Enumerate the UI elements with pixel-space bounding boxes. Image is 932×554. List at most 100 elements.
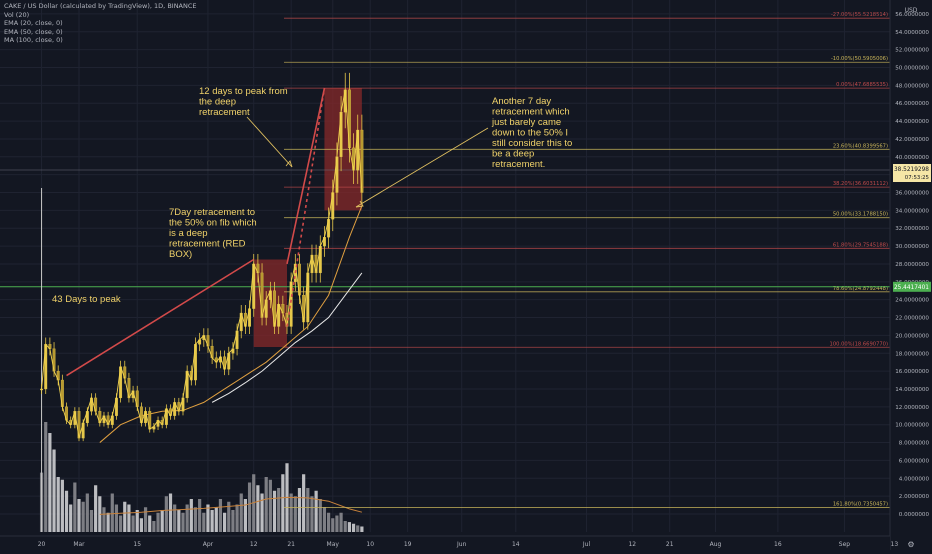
volume-bar xyxy=(164,496,168,532)
trendline xyxy=(66,258,255,377)
annotation-another-7day: still consider this to xyxy=(492,138,572,149)
volume-bar xyxy=(94,485,98,532)
volume-bar xyxy=(218,499,223,532)
volume-bar xyxy=(160,510,164,532)
volume-bar xyxy=(343,521,347,532)
annotation-arrow-7day xyxy=(355,127,489,208)
candle-body xyxy=(40,388,44,391)
volume-bar xyxy=(360,526,364,532)
volume-bar xyxy=(210,510,214,532)
volume-bar xyxy=(168,493,173,532)
price-axis: USD 0.0000000 2.0000000 4.0000000 6.0000000 8… xyxy=(889,0,932,550)
annotation-7day-retracement: the 50% on fib which xyxy=(169,218,257,229)
price-tick-label: 30.0000000 xyxy=(895,244,929,250)
volume-bar xyxy=(235,504,239,532)
price-tick-label: 50.0000000 xyxy=(895,66,929,72)
volume-bar xyxy=(173,504,177,532)
volume-bar xyxy=(177,510,181,532)
price-tick-label: 22.0000000 xyxy=(895,316,929,322)
volume-bar xyxy=(152,521,156,532)
volume-bar xyxy=(293,496,297,532)
ema50-line xyxy=(211,272,363,403)
volume-bar xyxy=(260,493,264,532)
price-axis-background xyxy=(890,0,932,550)
price-tick-label: 2.0000000 xyxy=(899,494,930,500)
volume-bar xyxy=(318,499,322,532)
volume-bar xyxy=(110,493,114,532)
fib-level-label: 50.00%(33.1788150) xyxy=(833,212,888,218)
level-label: 25.4417401 xyxy=(894,285,929,291)
volume-bar xyxy=(247,482,252,532)
volume-bar xyxy=(356,525,360,532)
volume-bar xyxy=(127,504,131,532)
volume-bar xyxy=(106,512,110,532)
time-tick-label: Mar xyxy=(73,541,85,548)
volume-bar xyxy=(60,479,64,532)
volume-bar xyxy=(339,512,343,532)
annotation-12-days: 12 days to peak from xyxy=(199,86,288,97)
price-tick-label: 56.0000000 xyxy=(895,12,929,18)
volume-bar xyxy=(214,507,218,532)
volume-bar xyxy=(181,512,185,532)
annotation-another-7day: be a deep xyxy=(492,149,534,160)
time-tick-label: 12 xyxy=(628,541,636,548)
price-tick-label: 52.0000000 xyxy=(895,48,929,54)
price-tick-label: 42.0000000 xyxy=(895,137,929,143)
settings-icon[interactable]: ⚙ xyxy=(907,540,914,549)
price-tick-label: 6.0000000 xyxy=(899,458,930,464)
time-axis-background xyxy=(0,536,890,550)
volume-bar xyxy=(89,510,94,532)
price-tick-label: 18.0000000 xyxy=(895,351,929,357)
volume-bar xyxy=(206,504,210,532)
annotation-7day-retracement: 7Day retracement to xyxy=(169,207,255,218)
price-tick-label: 48.0000000 xyxy=(895,83,929,89)
currency-label: USD xyxy=(905,7,918,14)
price-path xyxy=(41,89,363,439)
annotation-7day-retracement: BOX) xyxy=(169,249,192,260)
volume-bar xyxy=(268,479,272,532)
volume-bar xyxy=(189,499,193,532)
time-tick-label: 12 xyxy=(250,541,258,548)
annotation-another-7day: Another 7 day xyxy=(492,96,551,107)
volume-bar xyxy=(81,501,85,532)
indicator-ema50: EMA (50, close, 0) xyxy=(4,27,63,36)
volume-bar xyxy=(264,477,268,532)
annotation-7day-retracement: is a deep xyxy=(169,228,208,239)
volume-bar xyxy=(327,512,331,532)
volume-bar xyxy=(272,490,277,532)
volume-bar xyxy=(302,474,306,532)
volume-bar xyxy=(223,512,227,532)
volume-bar xyxy=(297,488,302,532)
volume-bar xyxy=(77,499,81,532)
price-tick-label: 28.0000000 xyxy=(895,262,929,268)
price-tick-label: 32.0000000 xyxy=(895,226,929,232)
time-tick-label: 14 xyxy=(512,541,520,548)
fib-level-label: 61.80%(29.7545188) xyxy=(833,242,888,248)
current-price-badge xyxy=(893,163,931,182)
volume-bar xyxy=(85,493,89,532)
volume-bar xyxy=(139,518,143,532)
annotation-another-7day: down to the 50% I xyxy=(492,128,568,139)
countdown-label: 07:53:25 xyxy=(905,175,929,181)
volume-bar xyxy=(227,501,231,532)
volume-bar xyxy=(52,449,56,532)
price-tick-label: 46.0000000 xyxy=(895,101,929,107)
arrowhead-7day xyxy=(355,200,364,208)
arrowhead-12days xyxy=(285,160,293,168)
annotation-12-days: the deep xyxy=(199,97,236,108)
fib-level-label: 23.60%(40.8399567) xyxy=(833,143,888,149)
volume-bar xyxy=(281,474,285,532)
volume-bar xyxy=(123,501,127,532)
annotation-7day-retracement: retracement (RED xyxy=(169,239,246,250)
price-tick-label: 12.0000000 xyxy=(895,405,929,411)
price-tick-label: 10.0000000 xyxy=(895,423,929,429)
volume-bar xyxy=(347,522,351,532)
volume-bar xyxy=(306,488,310,532)
price-tick-label: 36.0000000 xyxy=(895,191,929,197)
volume-bar xyxy=(48,433,52,532)
fib-level-label: -27.00%(55.5218514) xyxy=(831,12,888,18)
time-tick-label: May xyxy=(327,541,340,548)
